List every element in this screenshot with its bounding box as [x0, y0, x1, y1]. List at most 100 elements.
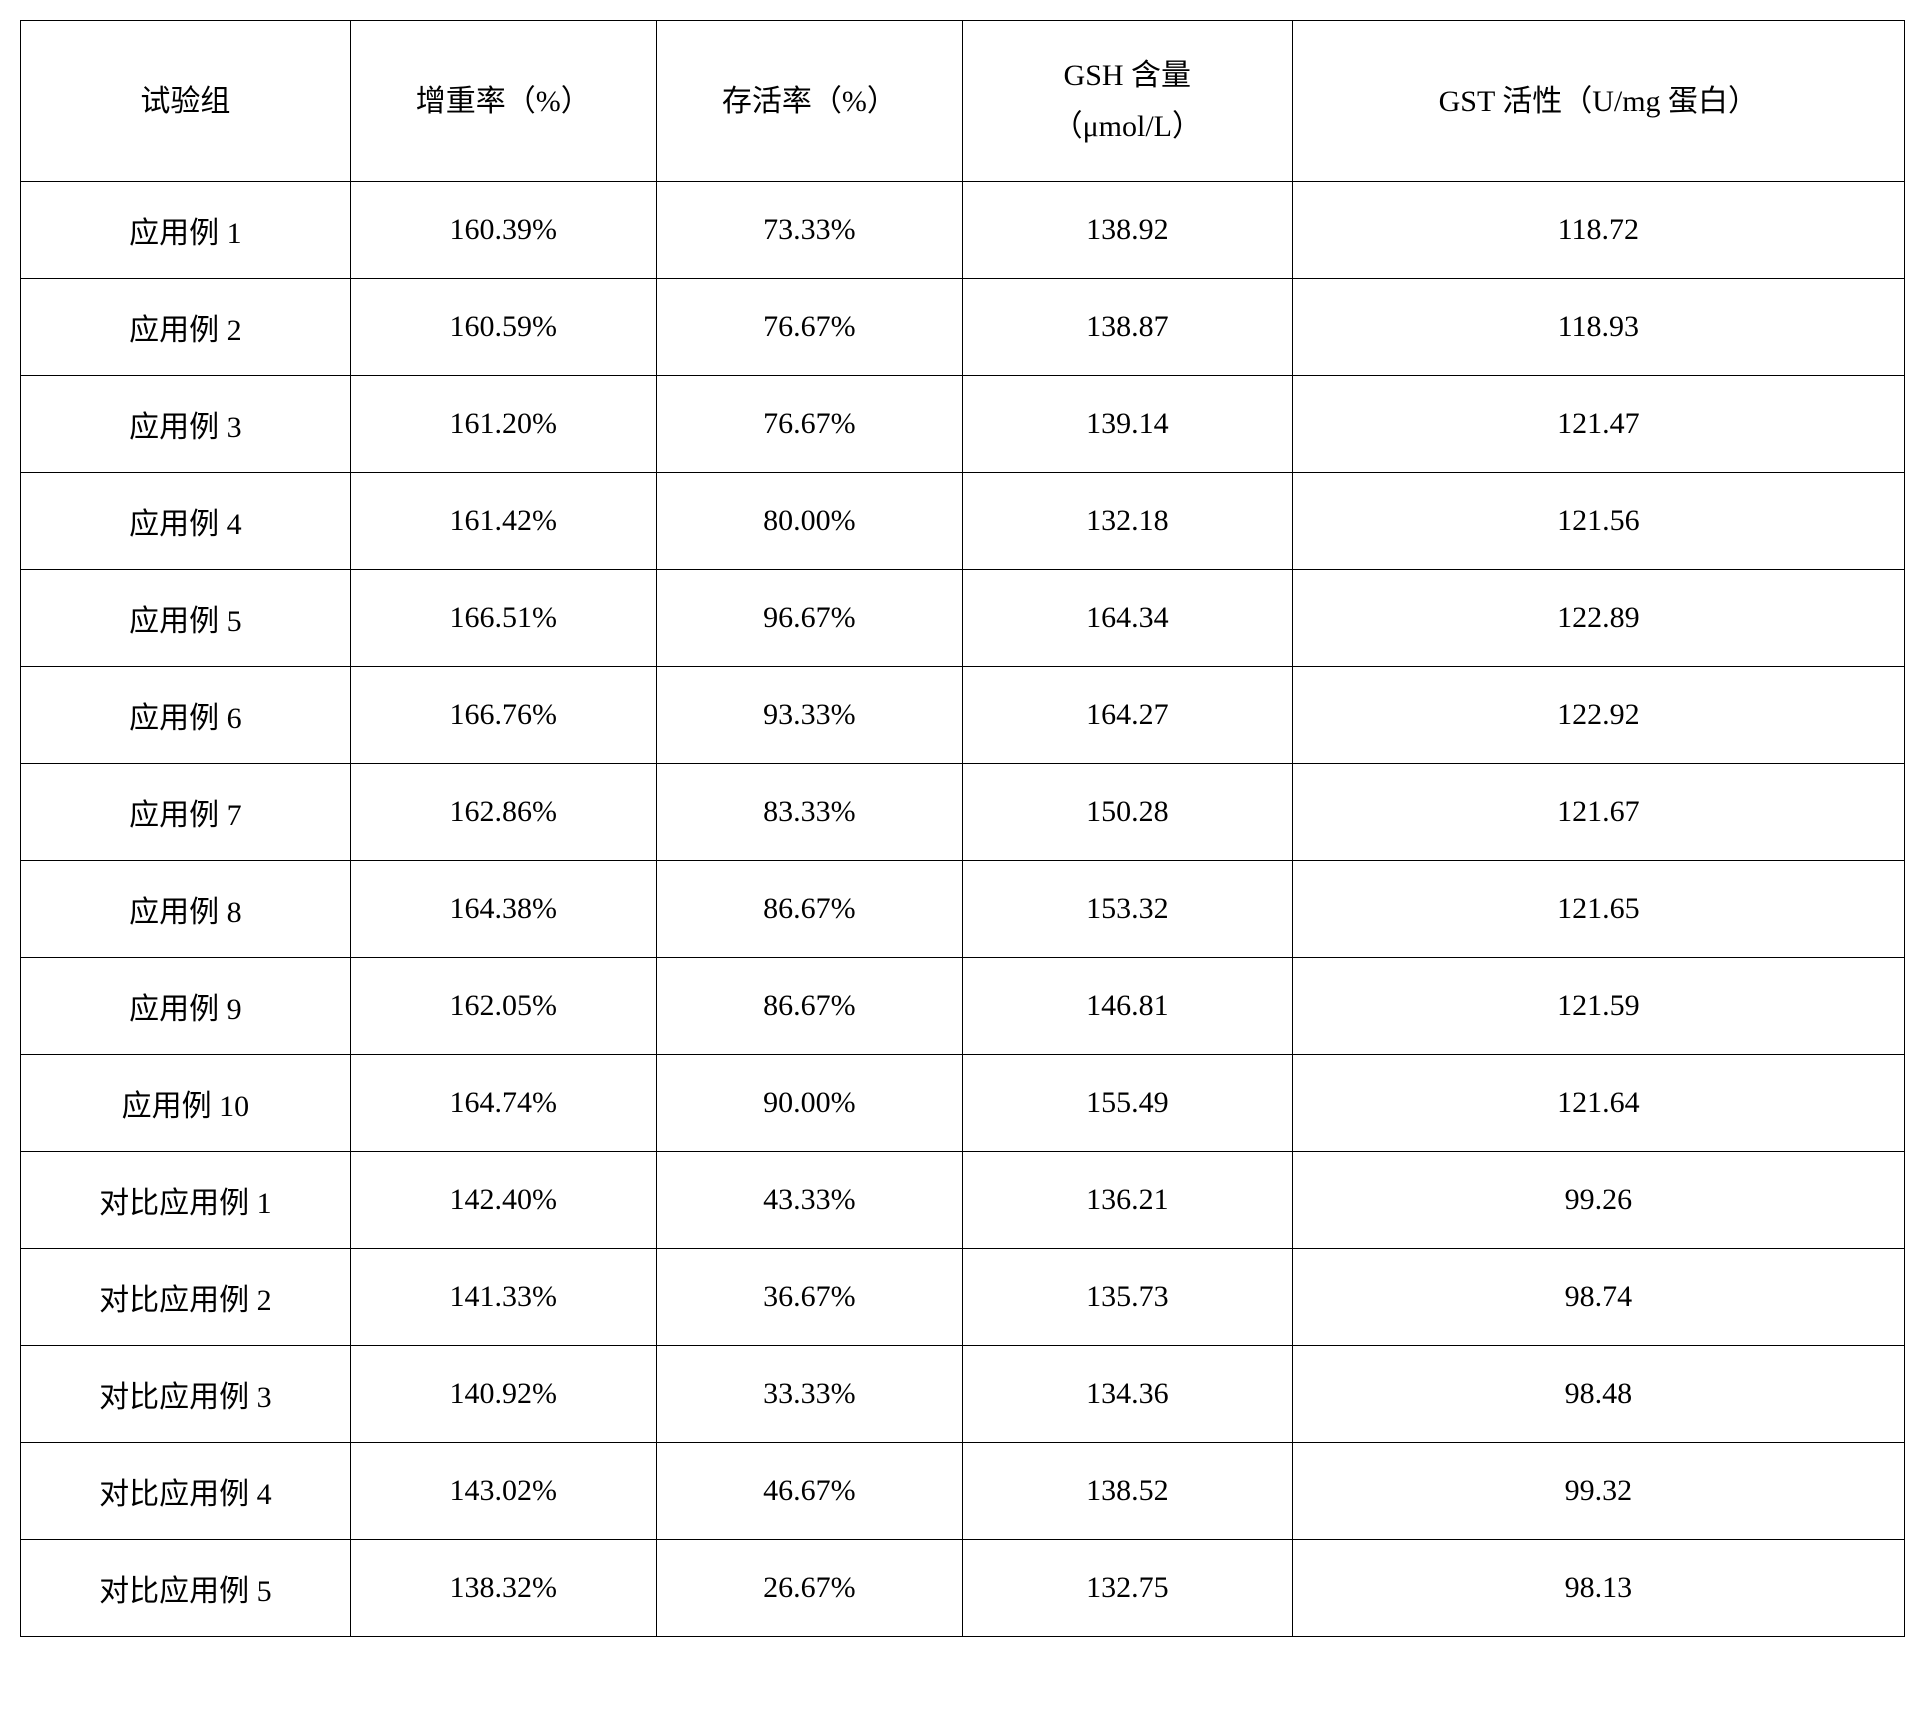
table-row: 应用例 9162.05%86.67%146.81121.59 — [21, 958, 1905, 1055]
table-cell: 83.33% — [656, 764, 962, 861]
table-row: 对比应用例 1142.40%43.33%136.2199.26 — [21, 1152, 1905, 1249]
table-cell: 86.67% — [656, 861, 962, 958]
table-cell: 155.49 — [962, 1055, 1292, 1152]
table-cell: 162.05% — [350, 958, 656, 1055]
table-cell: 对比应用例 1 — [21, 1152, 351, 1249]
table-cell: 应用例 4 — [21, 473, 351, 570]
table-cell: 160.39% — [350, 182, 656, 279]
table-cell: 应用例 10 — [21, 1055, 351, 1152]
table-cell: 121.67 — [1292, 764, 1904, 861]
table-cell: 166.76% — [350, 667, 656, 764]
table-row: 对比应用例 2141.33%36.67%135.7398.74 — [21, 1249, 1905, 1346]
table-cell: 150.28 — [962, 764, 1292, 861]
table-cell: 160.59% — [350, 279, 656, 376]
table-cell: 153.32 — [962, 861, 1292, 958]
table-cell: 96.67% — [656, 570, 962, 667]
table-cell: 对比应用例 5 — [21, 1540, 351, 1637]
table-cell: 164.38% — [350, 861, 656, 958]
table-cell: 应用例 8 — [21, 861, 351, 958]
table-row: 应用例 1160.39%73.33%138.92118.72 — [21, 182, 1905, 279]
table-cell: 99.32 — [1292, 1443, 1904, 1540]
table-cell: 162.86% — [350, 764, 656, 861]
table-cell: 应用例 7 — [21, 764, 351, 861]
table-cell: 122.92 — [1292, 667, 1904, 764]
table-cell: 121.56 — [1292, 473, 1904, 570]
table-cell: 121.65 — [1292, 861, 1904, 958]
table-cell: 73.33% — [656, 182, 962, 279]
table-cell: 161.42% — [350, 473, 656, 570]
table-cell: 98.74 — [1292, 1249, 1904, 1346]
table-row: 对比应用例 3140.92%33.33%134.3698.48 — [21, 1346, 1905, 1443]
column-header-group: 试验组 — [21, 21, 351, 182]
table-cell: 164.27 — [962, 667, 1292, 764]
table-row: 对比应用例 4143.02%46.67%138.5299.32 — [21, 1443, 1905, 1540]
table-cell: 应用例 6 — [21, 667, 351, 764]
table-cell: 33.33% — [656, 1346, 962, 1443]
table-row: 应用例 2160.59%76.67%138.87118.93 — [21, 279, 1905, 376]
table-cell: 132.75 — [962, 1540, 1292, 1637]
column-header-survival: 存活率（%） — [656, 21, 962, 182]
table-cell: 136.21 — [962, 1152, 1292, 1249]
table-row: 应用例 6166.76%93.33%164.27122.92 — [21, 667, 1905, 764]
table-cell: 26.67% — [656, 1540, 962, 1637]
table-row: 应用例 10164.74%90.00%155.49121.64 — [21, 1055, 1905, 1152]
table-cell: 134.36 — [962, 1346, 1292, 1443]
table-row: 对比应用例 5138.32%26.67%132.7598.13 — [21, 1540, 1905, 1637]
table-cell: 对比应用例 2 — [21, 1249, 351, 1346]
table-cell: 76.67% — [656, 279, 962, 376]
table-header-row: 试验组 增重率（%） 存活率（%） GSH 含量 （μmol/L） GST 活性… — [21, 21, 1905, 182]
table-cell: 对比应用例 4 — [21, 1443, 351, 1540]
table-cell: 118.93 — [1292, 279, 1904, 376]
table-cell: 80.00% — [656, 473, 962, 570]
table-cell: 122.89 — [1292, 570, 1904, 667]
table-cell: 121.64 — [1292, 1055, 1904, 1152]
table-cell: 应用例 5 — [21, 570, 351, 667]
table-cell: 应用例 9 — [21, 958, 351, 1055]
data-table: 试验组 增重率（%） 存活率（%） GSH 含量 （μmol/L） GST 活性… — [20, 20, 1905, 1637]
table-cell: 132.18 — [962, 473, 1292, 570]
table-cell: 43.33% — [656, 1152, 962, 1249]
table-cell: 98.13 — [1292, 1540, 1904, 1637]
table-cell: 166.51% — [350, 570, 656, 667]
table-cell: 121.59 — [1292, 958, 1904, 1055]
table-row: 应用例 4161.42%80.00%132.18121.56 — [21, 473, 1905, 570]
column-header-gsh-line2: （μmol/L） — [1053, 104, 1202, 149]
table-cell: 140.92% — [350, 1346, 656, 1443]
table-cell: 99.26 — [1292, 1152, 1904, 1249]
column-header-weight-gain: 增重率（%） — [350, 21, 656, 182]
table-cell: 146.81 — [962, 958, 1292, 1055]
table-cell: 161.20% — [350, 376, 656, 473]
table-row: 应用例 5166.51%96.67%164.34122.89 — [21, 570, 1905, 667]
table-cell: 98.48 — [1292, 1346, 1904, 1443]
column-header-gsh: GSH 含量 （μmol/L） — [962, 21, 1292, 182]
table-row: 应用例 3161.20%76.67%139.14121.47 — [21, 376, 1905, 473]
table-cell: 93.33% — [656, 667, 962, 764]
table-cell: 141.33% — [350, 1249, 656, 1346]
table-cell: 86.67% — [656, 958, 962, 1055]
table-cell: 118.72 — [1292, 182, 1904, 279]
table-cell: 46.67% — [656, 1443, 962, 1540]
table-cell: 76.67% — [656, 376, 962, 473]
table-cell: 138.32% — [350, 1540, 656, 1637]
table-cell: 应用例 3 — [21, 376, 351, 473]
table-cell: 139.14 — [962, 376, 1292, 473]
table-cell: 164.74% — [350, 1055, 656, 1152]
table-cell: 对比应用例 3 — [21, 1346, 351, 1443]
table-cell: 90.00% — [656, 1055, 962, 1152]
table-row: 应用例 7162.86%83.33%150.28121.67 — [21, 764, 1905, 861]
table-row: 应用例 8164.38%86.67%153.32121.65 — [21, 861, 1905, 958]
table-cell: 143.02% — [350, 1443, 656, 1540]
table-cell: 164.34 — [962, 570, 1292, 667]
column-header-gsh-line1: GSH 含量 — [1064, 53, 1192, 98]
table-cell: 135.73 — [962, 1249, 1292, 1346]
table-cell: 138.92 — [962, 182, 1292, 279]
column-header-gst: GST 活性（U/mg 蛋白） — [1292, 21, 1904, 182]
table-cell: 138.87 — [962, 279, 1292, 376]
table-cell: 应用例 1 — [21, 182, 351, 279]
table-cell: 142.40% — [350, 1152, 656, 1249]
table-cell: 应用例 2 — [21, 279, 351, 376]
table-cell: 138.52 — [962, 1443, 1292, 1540]
table-cell: 121.47 — [1292, 376, 1904, 473]
table-cell: 36.67% — [656, 1249, 962, 1346]
table-body: 应用例 1160.39%73.33%138.92118.72应用例 2160.5… — [21, 182, 1905, 1637]
